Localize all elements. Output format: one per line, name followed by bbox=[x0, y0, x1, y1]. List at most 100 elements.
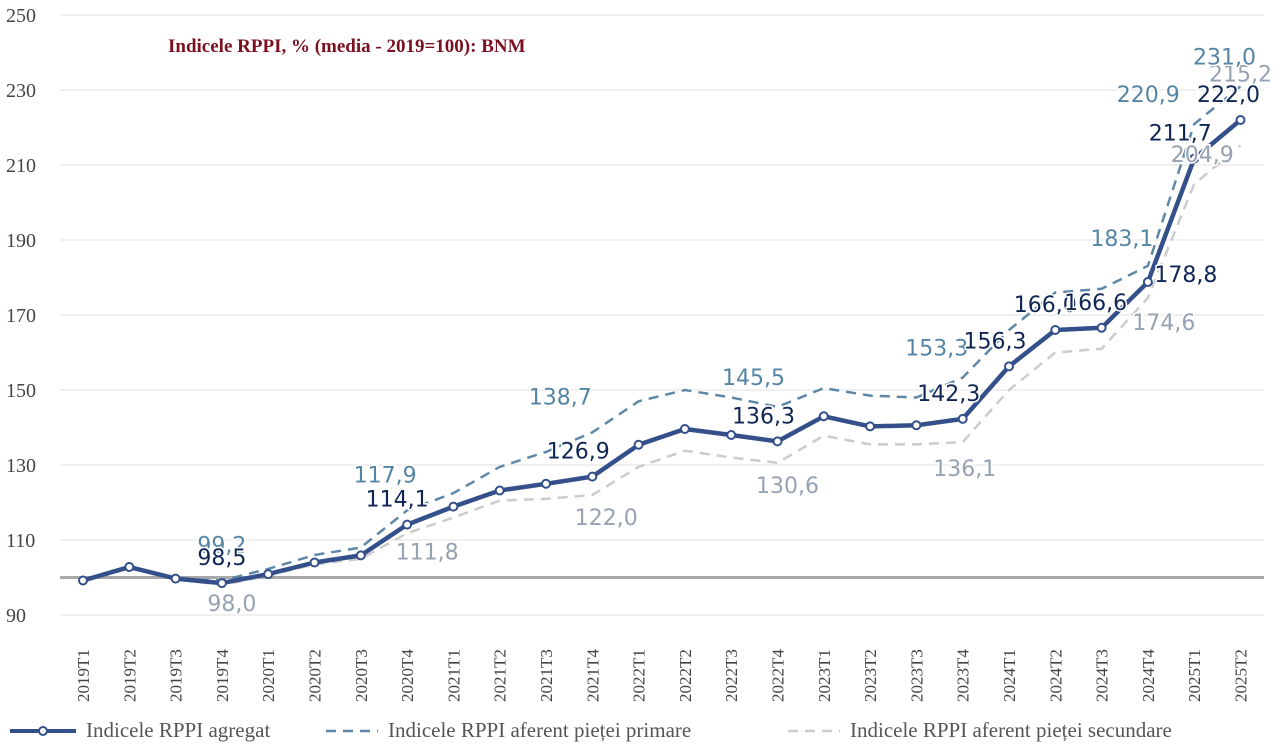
data-label-s2-2023T4: 136,1 bbox=[933, 457, 996, 482]
data-label-s0-2020T4: 114,1 bbox=[366, 488, 429, 513]
point-agregat-2019T1 bbox=[78, 575, 88, 586]
point-agregat-2019T2 bbox=[124, 562, 135, 572]
x-tick-label-2021T3: 2021T3 bbox=[537, 649, 556, 702]
data-label-s2-2025T2: 215,2 bbox=[1209, 63, 1272, 88]
x-tick-label-2024T1: 2024T1 bbox=[1000, 649, 1019, 702]
point-agregat-2020T4 bbox=[402, 519, 413, 530]
point-agregat-2023T3 bbox=[911, 420, 922, 431]
point-agregat-2022T2 bbox=[679, 424, 690, 434]
data-label-s0-2021T4: 126,9 bbox=[547, 440, 610, 465]
x-tick-label-2022T2: 2022T2 bbox=[676, 649, 695, 702]
point-agregat-2020T3 bbox=[355, 550, 366, 561]
y-tick-label-130: 130 bbox=[6, 455, 36, 477]
data-label-s2-2024T4: 174,6 bbox=[1132, 311, 1195, 336]
data-label-s0-2022T4: 136,3 bbox=[732, 404, 795, 429]
point-agregat-2022T3 bbox=[726, 430, 737, 440]
data-label-s0-2024T1: 156,3 bbox=[964, 329, 1027, 354]
data-label-s2-2019T4: 98,0 bbox=[207, 592, 256, 617]
point-agregat-2019T3 bbox=[170, 573, 181, 584]
data-label-s1-2025T1: 220,9 bbox=[1117, 83, 1180, 108]
point-agregat-2023T1 bbox=[818, 411, 829, 422]
point-agregat-2020T1 bbox=[263, 569, 274, 580]
x-tick-label-2023T3: 2023T3 bbox=[907, 649, 926, 702]
point-agregat-2021T4 bbox=[587, 471, 598, 482]
series-lines bbox=[78, 85, 1246, 589]
x-tick-label-2022T4: 2022T4 bbox=[769, 649, 788, 702]
x-tick-label-2019T2: 2019T2 bbox=[120, 649, 139, 702]
legend-item-aggregate: Indicele RPPI agregat bbox=[8, 718, 270, 743]
data-label-s2-2021T4: 122,0 bbox=[575, 506, 638, 531]
chart-title: Indicele RPPI, % (media - 2019=100): BNM bbox=[168, 36, 526, 57]
legend-label-primary: Indicele RPPI aferent pieței primare bbox=[388, 718, 692, 742]
data-label-s1-2022T4: 145,5 bbox=[722, 366, 785, 391]
point-agregat-2023T2 bbox=[865, 421, 876, 432]
x-tick-label-2020T2: 2020T2 bbox=[306, 649, 325, 702]
x-tick-label-2024T4: 2024T4 bbox=[1139, 649, 1158, 702]
y-tick-label-250: 250 bbox=[6, 5, 36, 27]
x-tick-label-2020T3: 2020T3 bbox=[352, 649, 371, 702]
data-label-s0-2024T2: 166,0 bbox=[1014, 293, 1077, 318]
data-label-s1-2020T4: 117,9 bbox=[354, 463, 417, 488]
x-tick-label-2019T3: 2019T3 bbox=[167, 649, 186, 702]
x-tick-label-2025T2: 2025T2 bbox=[1232, 649, 1251, 702]
series-line-1 bbox=[82, 85, 1242, 583]
data-label-s0-2024T3: 166,6 bbox=[1064, 291, 1127, 316]
legend-item-secondary: Indicele RPPI aferent pieței secundare bbox=[786, 718, 1172, 743]
y-axis-tick-labels: 90 110 130 150 170 190 210 230 250 bbox=[6, 5, 36, 627]
legend: Indicele RPPI agregat Indicele RPPI afer… bbox=[0, 718, 1280, 748]
data-label-s1-2023T4: 153,3 bbox=[905, 337, 968, 362]
data-label-s0-2025T2: 222,0 bbox=[1197, 83, 1260, 108]
series-line-0 bbox=[82, 118, 1242, 586]
y-tick-label-150: 150 bbox=[6, 380, 36, 402]
point-agregat-2020T2 bbox=[309, 557, 320, 568]
point-agregat-2021T3 bbox=[541, 478, 551, 489]
data-label-s2-2020T4: 111,8 bbox=[396, 540, 459, 565]
legend-label-aggregate: Indicele RPPI agregat bbox=[86, 718, 271, 742]
data-label-s2-2022T4: 130,6 bbox=[756, 474, 819, 499]
data-label-s0-2025T1: 211,7 bbox=[1149, 122, 1212, 147]
point-agregat-2021T2 bbox=[494, 485, 505, 496]
x-tick-label-2020T1: 2020T1 bbox=[259, 649, 278, 702]
x-tick-label-2024T2: 2024T2 bbox=[1046, 649, 1065, 702]
data-label-s1-2019T4: 99,2 bbox=[197, 534, 246, 559]
legend-label-secondary: Indicele RPPI aferent pieței secundare bbox=[850, 718, 1172, 742]
legend-swatch-aggregate bbox=[10, 725, 76, 736]
x-tick-label-2022T3: 2022T3 bbox=[722, 649, 741, 702]
legend-item-primary: Indicele RPPI aferent pieței primare bbox=[324, 718, 691, 743]
point-agregat-2024T2 bbox=[1050, 325, 1061, 335]
point-agregat-2022T1 bbox=[633, 439, 644, 450]
series-line-2 bbox=[82, 144, 1242, 587]
x-tick-label-2021T1: 2021T1 bbox=[444, 649, 463, 702]
y-tick-label-230: 230 bbox=[6, 80, 36, 102]
x-tick-label-2019T4: 2019T4 bbox=[213, 649, 232, 702]
x-tick-label-2021T4: 2021T4 bbox=[583, 649, 602, 702]
x-tick-label-2022T1: 2022T1 bbox=[630, 649, 649, 702]
point-agregat-2023T4 bbox=[957, 413, 968, 424]
x-tick-label-2020T4: 2020T4 bbox=[398, 649, 417, 702]
y-tick-label-170: 170 bbox=[6, 305, 36, 327]
point-agregat-2024T4 bbox=[1142, 277, 1153, 287]
y-tick-label-110: 110 bbox=[6, 530, 35, 552]
x-tick-label-2023T4: 2023T4 bbox=[954, 649, 973, 702]
point-agregat-2024T1 bbox=[1004, 361, 1014, 372]
y-tick-label-90: 90 bbox=[6, 605, 26, 627]
x-tick-label-2024T3: 2024T3 bbox=[1093, 649, 1112, 702]
x-tick-label-2021T2: 2021T2 bbox=[491, 649, 510, 702]
data-label-s2-2025T1: 204,9 bbox=[1171, 143, 1234, 168]
point-agregat-2025T2 bbox=[1235, 115, 1246, 125]
y-tick-label-190: 190 bbox=[6, 230, 36, 252]
legend-swatch-primary bbox=[326, 729, 378, 732]
legend-swatch-secondary bbox=[788, 729, 840, 732]
x-tick-label-2023T2: 2023T2 bbox=[861, 649, 880, 702]
data-labels: 98,0 111,8 122,0 130,6 136,1 174,6 204,9 215,2 9… bbox=[196, 44, 1274, 619]
data-label-s0-2023T4: 142,3 bbox=[917, 382, 980, 407]
x-axis-tick-labels: 2019T1 2019T2 2019T3 2019T4 2020T1 2020T2 2020… bbox=[74, 649, 1251, 702]
x-tick-label-2023T1: 2023T1 bbox=[815, 649, 834, 702]
point-agregat-2021T1 bbox=[448, 501, 459, 512]
point-agregat-2019T4 bbox=[216, 578, 227, 589]
data-label-s1-2025T2: 231,0 bbox=[1193, 45, 1256, 70]
data-label-s1-2021T4: 138,7 bbox=[529, 385, 592, 410]
data-label-s0-2019T4: 98,5 bbox=[197, 546, 246, 571]
x-tick-label-2025T1: 2025T1 bbox=[1185, 649, 1204, 702]
